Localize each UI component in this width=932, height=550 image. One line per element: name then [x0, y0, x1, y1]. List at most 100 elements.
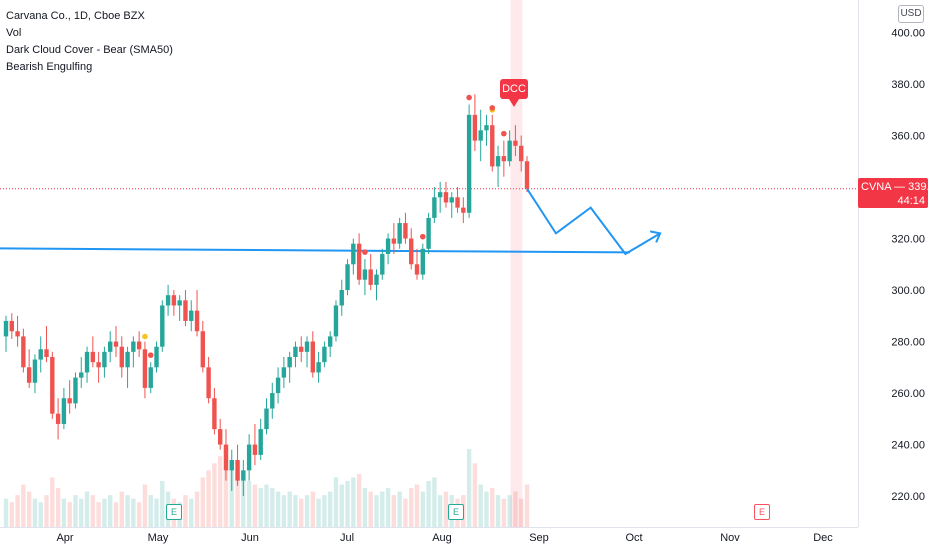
- time-axis-tick: Oct: [625, 532, 642, 544]
- candle-body: [206, 367, 211, 399]
- volume-bar: [246, 480, 252, 527]
- volume-bar: [432, 477, 437, 527]
- volume-bar: [519, 498, 524, 527]
- last-price-tag: CVNA — 339.33 44:14: [858, 178, 932, 208]
- pattern-marker-dot: [147, 352, 154, 358]
- volume-bar: [490, 488, 495, 527]
- volume-bar: [426, 480, 431, 527]
- candle-body: [281, 367, 287, 378]
- price-axis-tick: 360.00: [891, 130, 925, 142]
- candle-body: [461, 207, 466, 213]
- candle-body: [437, 192, 443, 198]
- candle-body: [432, 197, 437, 218]
- volume-bar: [316, 498, 321, 527]
- volume-bar: [275, 491, 281, 527]
- earnings-marker[interactable]: E: [166, 504, 182, 520]
- pattern-marker-dot: [142, 333, 148, 340]
- candle-body: [264, 408, 269, 430]
- candle-body: [177, 300, 182, 306]
- candle-body: [142, 349, 148, 388]
- candle-body: [478, 130, 483, 141]
- time-axis-tick: Aug: [432, 532, 452, 544]
- candle-body: [171, 295, 177, 306]
- volume-bar: [403, 498, 408, 527]
- candle-body: [246, 444, 252, 471]
- volume-bar: [374, 495, 379, 527]
- volume-bar: [79, 498, 84, 527]
- volume-bar: [293, 495, 298, 527]
- candle-body: [73, 377, 78, 404]
- candle-body: [472, 114, 478, 141]
- candle-body: [293, 346, 298, 357]
- candle-body: [252, 444, 258, 455]
- price-axis-tick: 300.00: [891, 285, 925, 297]
- volume-bar: [414, 484, 420, 527]
- candle-body: [200, 331, 206, 368]
- candle-body: [420, 248, 425, 275]
- candle-body: [414, 264, 420, 275]
- volume-bar: [299, 498, 304, 527]
- earnings-marker[interactable]: E: [448, 504, 464, 520]
- volume-bar: [142, 484, 148, 527]
- candle-body: [189, 310, 194, 321]
- volume-bar: [200, 477, 206, 527]
- volume-bar: [160, 480, 165, 527]
- candle-body: [148, 367, 153, 388]
- volume-bar: [73, 495, 78, 527]
- pattern-indicator-label[interactable]: Bearish Engulfing: [6, 61, 93, 73]
- volume-bar: [397, 491, 402, 527]
- earnings-marker[interactable]: E: [754, 504, 770, 520]
- volume-bar: [217, 456, 223, 527]
- volume-bar: [420, 491, 425, 527]
- volume-bar: [287, 491, 292, 527]
- candle-body: [160, 305, 165, 347]
- volume-bar: [206, 470, 211, 527]
- price-axis-tick: 320.00: [891, 234, 925, 246]
- volume-bar: [339, 484, 344, 527]
- symbol-title[interactable]: Carvana Co., 1D, Cboe BZX: [6, 10, 145, 22]
- candle-body: [108, 341, 113, 352]
- candle-body: [217, 429, 223, 445]
- candle-body: [356, 243, 362, 280]
- candle-body: [136, 341, 142, 350]
- candle-body: [455, 197, 460, 208]
- volume-bar: [67, 502, 72, 527]
- volume-bar: [258, 488, 263, 527]
- price-axis-tick: 280.00: [891, 337, 925, 349]
- volume-bar: [322, 495, 327, 527]
- volume-bar: [3, 498, 9, 527]
- currency-button[interactable]: USD: [898, 5, 924, 23]
- volume-indicator-label[interactable]: Vol: [6, 27, 22, 39]
- volume-bar: [61, 498, 67, 527]
- volume-bar: [472, 463, 478, 527]
- dcc-pattern-label[interactable]: DCC: [500, 79, 528, 107]
- candle-body: [466, 114, 472, 213]
- volume-bar: [154, 498, 159, 527]
- volume-bar: [108, 495, 113, 527]
- volume-bar: [501, 498, 507, 527]
- candle-body: [449, 197, 454, 203]
- candle-body: [351, 243, 356, 265]
- pattern-indicator-label[interactable]: Dark Cloud Cover - Bear (SMA50): [6, 44, 173, 56]
- volume-bar: [235, 470, 240, 527]
- volume-bar: [148, 495, 153, 527]
- pattern-marker-dot: [501, 130, 507, 137]
- candle-body: [61, 398, 67, 424]
- volume-bar: [183, 495, 188, 527]
- volume-bar: [507, 495, 512, 527]
- volume-bar: [194, 491, 200, 527]
- volume-bar: [21, 484, 26, 527]
- price-axis-tick: 400.00: [891, 27, 925, 39]
- time-axis-tick: Sep: [529, 532, 549, 544]
- volume-bar: [356, 473, 362, 527]
- volume-bar: [495, 495, 501, 527]
- bar-countdown: 44:14: [897, 195, 925, 207]
- volume-bar: [32, 498, 38, 527]
- candle-body: [154, 346, 159, 368]
- candle-body: [15, 331, 20, 337]
- candle-body: [287, 357, 292, 368]
- volume-bar: [189, 498, 194, 527]
- candle-body: [385, 238, 391, 254]
- volume-bar: [513, 491, 518, 527]
